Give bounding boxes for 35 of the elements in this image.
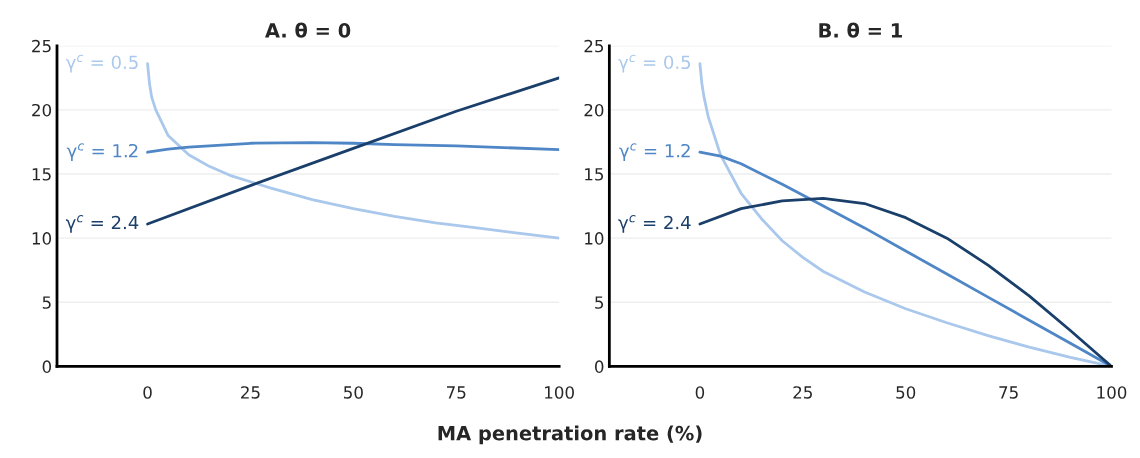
x-tick-label: 50 — [896, 386, 916, 399]
y-tick-label: 20 — [32, 103, 52, 117]
y-tick-label: 0 — [42, 360, 52, 373]
y-tick-label: 10 — [585, 232, 604, 245]
series-label: γ$^{c}$ = 2.4 — [65, 215, 139, 233]
x-tick-label: 0 — [695, 386, 705, 399]
y-tick-label: 20 — [584, 103, 604, 117]
series-label: γ$^{c}$ = 1.2 — [619, 143, 690, 162]
x-tick-label: 50 — [344, 386, 363, 399]
series-label: γ$^{c}$ = 0.5 — [618, 54, 691, 73]
y-tick-label: 0 — [594, 360, 604, 373]
line-series — [146, 62, 560, 240]
line-series — [698, 197, 1112, 367]
y-tick-label: 25 — [32, 39, 51, 53]
series-label: γ$^{c}$ = 1.2 — [66, 143, 138, 162]
series-label: γ$^{c}$ = 0.5 — [65, 54, 138, 73]
x-tick-label: 0 — [143, 386, 152, 399]
chart-title: B. θ = 1 — [819, 22, 902, 38]
y-tick-label: 5 — [595, 296, 604, 309]
chart-title: A. θ = 0 — [265, 22, 351, 38]
x-tick-label: 75 — [999, 386, 1018, 399]
x-tick-label: 25 — [241, 386, 260, 399]
y-tick-label: 25 — [584, 39, 604, 53]
x-tick-label: 100 — [1097, 386, 1127, 399]
x-tick-label: 100 — [545, 386, 574, 399]
series-label: γ$^{c}$ = 2.4 — [618, 215, 691, 233]
y-tick-label: 15 — [585, 168, 604, 181]
x-axis-title: MA penetration rate (%) — [438, 425, 702, 445]
line-series — [146, 141, 560, 154]
line-series — [146, 76, 560, 226]
x-tick-label: 75 — [447, 386, 466, 399]
y-tick-label: 15 — [32, 168, 51, 181]
x-tick-label: 25 — [793, 386, 812, 399]
y-tick-label: 10 — [32, 232, 52, 245]
y-tick-label: 5 — [42, 296, 51, 309]
